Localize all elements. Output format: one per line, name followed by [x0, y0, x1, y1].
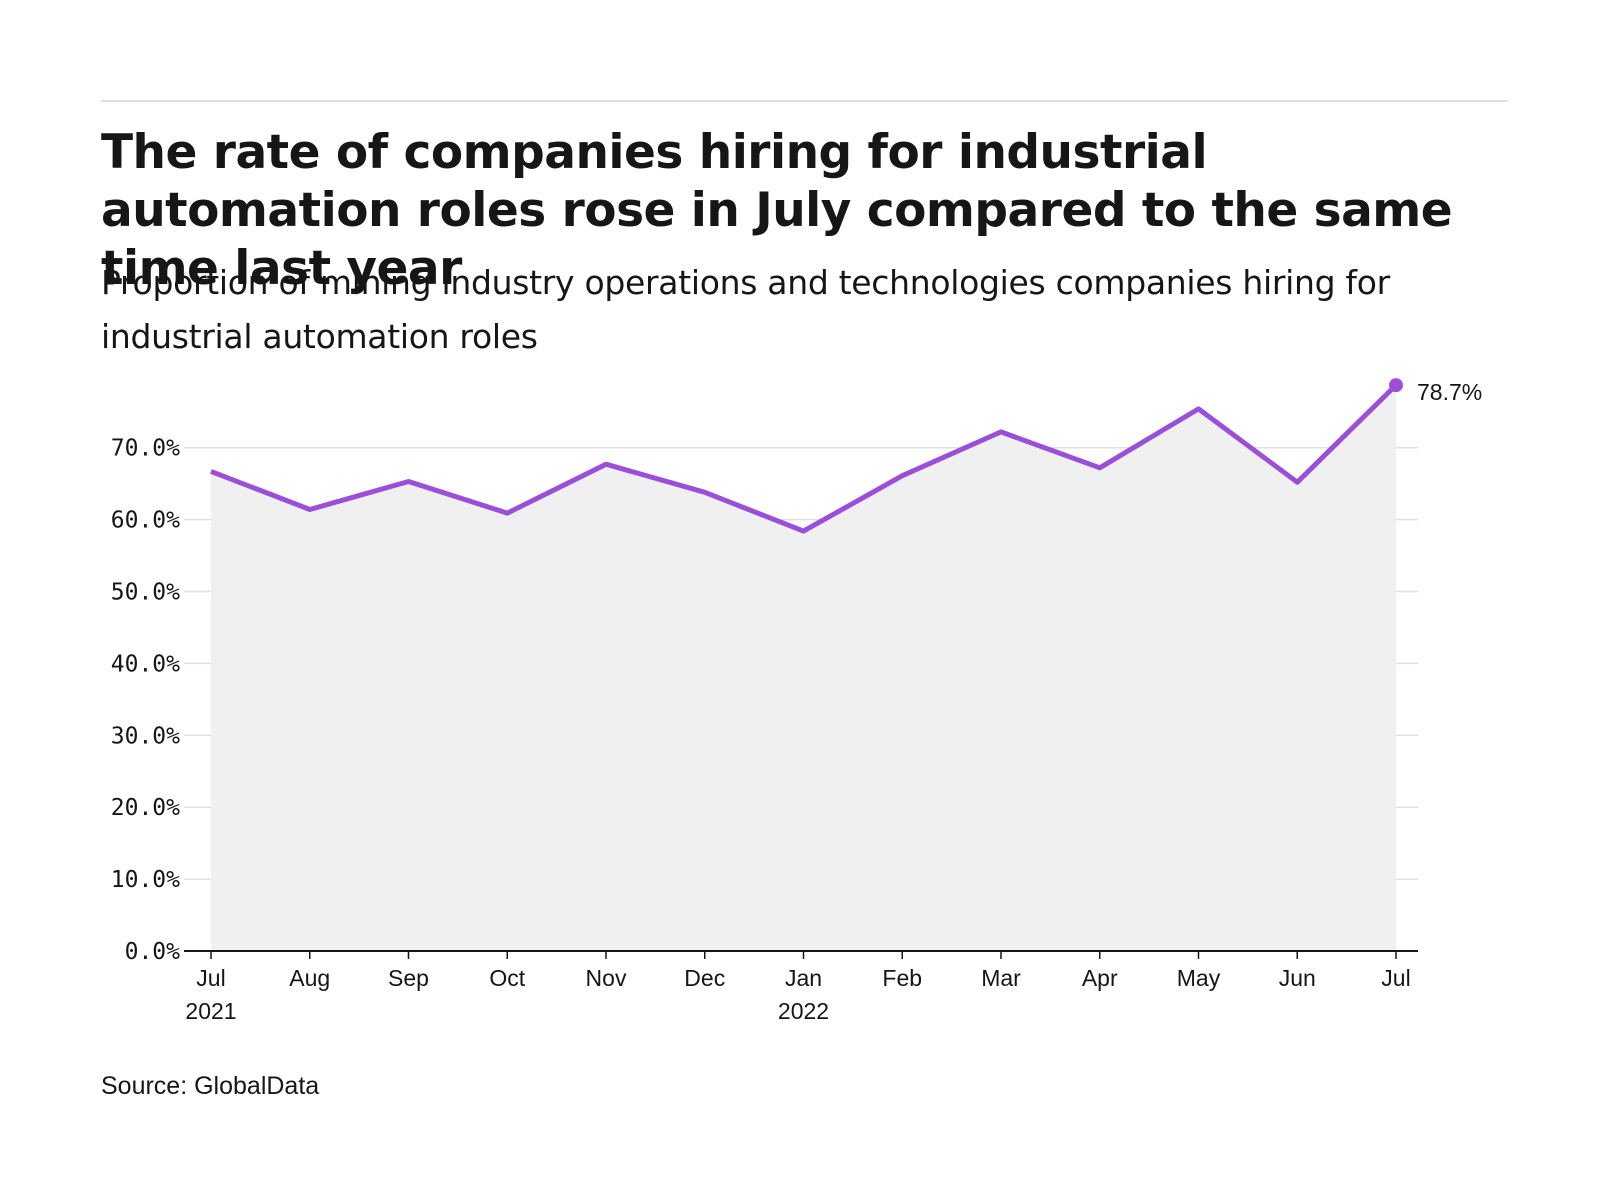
y-tick-label: 40.0% [111, 651, 180, 677]
x-tick-label: Sep [388, 965, 429, 991]
x-tick-label: May [1177, 965, 1221, 991]
chart-title: The rate of companies hiring for industr… [101, 125, 1453, 296]
x-tick-label: Nov [586, 965, 627, 991]
y-tick-label: 70.0% [111, 436, 180, 462]
area-fill [211, 385, 1396, 952]
x-tick-label: Jul [196, 965, 225, 991]
x-tick-label: Feb [882, 965, 922, 991]
top-divider [101, 100, 1508, 102]
y-axis-ticks: 0.0% 10.0% 20.0% 30.0% 40.0% 50.0% 60.0% 70.0% [111, 436, 180, 965]
y-tick-label: 50.0% [111, 580, 180, 606]
x-tick-label: 2021 [185, 998, 236, 1024]
y-tick-label: 10.0% [111, 867, 180, 893]
chart-subtitle: Proportion of mining industry operations… [101, 263, 1390, 356]
data-points [1389, 378, 1403, 393]
x-tick-label: Jan [785, 965, 822, 991]
end-value-label: 78.7% [1417, 379, 1482, 405]
x-tick-label: Jul [1381, 965, 1410, 991]
end-point-marker [1389, 378, 1403, 393]
x-tick-label: 2022 [778, 998, 829, 1024]
x-tick-label: Mar [981, 965, 1021, 991]
y-tick-label: 0.0% [125, 939, 181, 965]
y-tick-label: 20.0% [111, 795, 180, 821]
y-tick-label: 60.0% [111, 508, 180, 534]
x-tick-label: Oct [489, 965, 525, 991]
x-tick-label: Dec [684, 965, 725, 991]
series-line [210, 383, 1398, 534]
y-tick-label: 30.0% [111, 723, 180, 749]
x-tick-label: Jun [1279, 965, 1316, 991]
x-tick-label: Apr [1082, 965, 1118, 991]
source-note: Source: GlobalData [101, 1072, 320, 1100]
x-tick-label: Aug [289, 965, 330, 991]
x-axis-ticks: Jul 2021 Aug Sep Oct Nov Dec Jan 2022 Feb Mar Apr Ma… [185, 951, 1411, 1024]
